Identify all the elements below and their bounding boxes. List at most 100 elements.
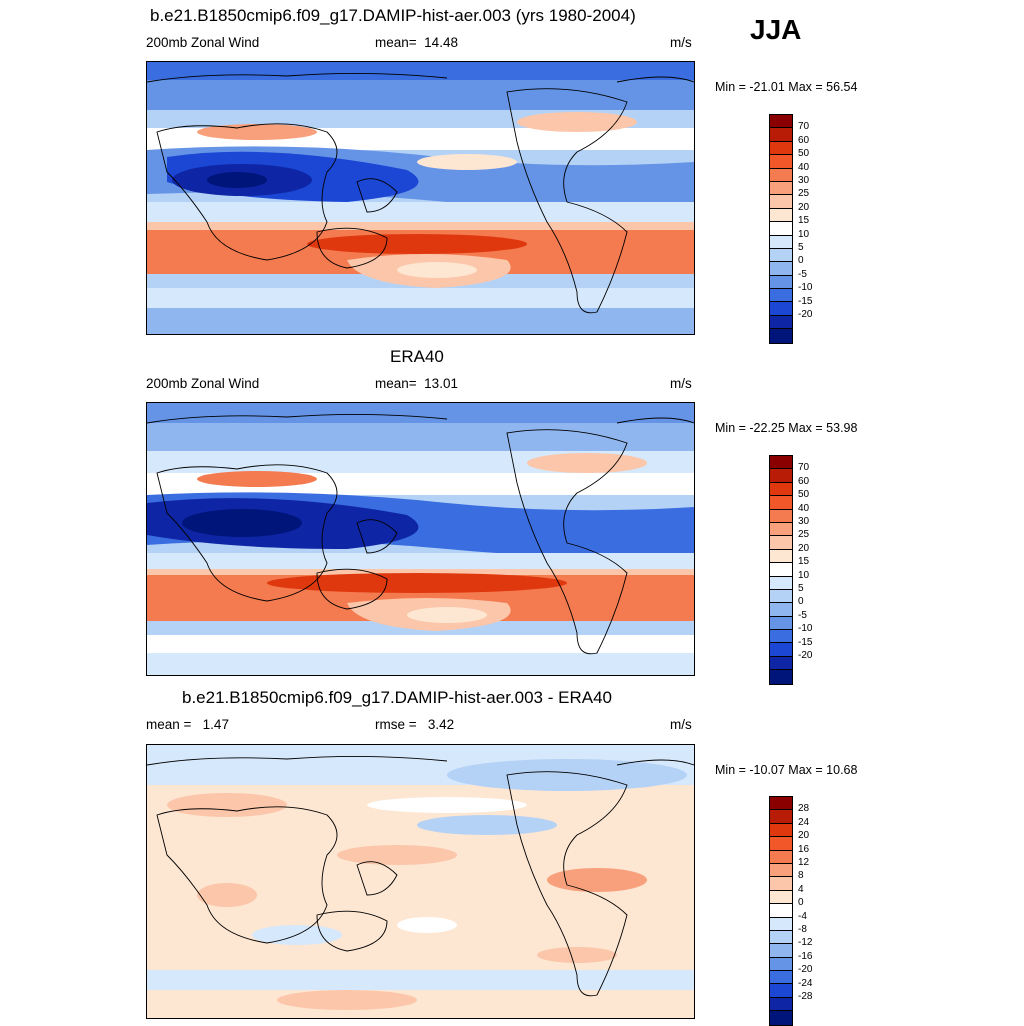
colorbar-tick-label: -28 (798, 991, 813, 1002)
panel3-rmse-value: 3.42 (427, 717, 455, 732)
colorbar-tick-label: -24 (798, 977, 813, 989)
colorbar-tick-label: 30 (798, 175, 810, 186)
colorbar-tick-label: 0 (798, 897, 804, 909)
colorbar-tick-label: 5 (798, 242, 804, 253)
colorbar-swatch (770, 496, 792, 510)
colorbar-tick-label: -4 (798, 910, 807, 922)
colorbar-swatch (770, 630, 792, 644)
colorbar-swatch (770, 957, 792, 972)
colorbar-swatch (770, 155, 792, 169)
panel3-rmse: rmse = 3.42 (375, 717, 454, 732)
colorbar-tick-label: -16 (798, 950, 813, 962)
panel1-map (146, 61, 695, 335)
colorbar-tick-label: 15 (798, 556, 810, 568)
colorbar-tick-label: 50 (798, 489, 810, 501)
colorbar-tick-label: 28 (798, 803, 810, 815)
colorbar-swatch (770, 890, 792, 905)
colorbar-tick-label: -10 (798, 623, 813, 635)
panel3-mean: mean = 1.47 (146, 717, 229, 732)
colorbar-swatch (770, 141, 792, 156)
colorbar-swatch (770, 797, 792, 811)
colorbar-swatch (770, 563, 792, 577)
colorbar-swatch (770, 248, 792, 263)
panel1-mean-label: mean= (375, 35, 417, 50)
colorbar-swatch (770, 823, 792, 838)
colorbar-swatch (770, 810, 792, 824)
colorbar-tick-label: -5 (798, 609, 807, 621)
colorbar-swatch (770, 168, 792, 182)
colorbar-swatch (770, 208, 792, 223)
colorbar-tick-label: 25 (798, 529, 810, 541)
colorbar-swatch (770, 997, 792, 1012)
colorbar-tick-label: 12 (798, 857, 810, 868)
panel1-mean-value: 14.48 (424, 35, 458, 50)
colorbar-swatch (770, 944, 792, 958)
colorbar-tick-label: 50 (798, 148, 810, 160)
panel2-map (146, 402, 695, 676)
colorbar-swatch (770, 549, 792, 564)
colorbar-swatch (770, 115, 792, 129)
colorbar-swatch (770, 917, 792, 931)
colorbar-tick-label: 16 (798, 843, 810, 855)
panel2-minmax: Min = -22.25 Max = 53.98 (715, 421, 858, 435)
season-label: JJA (750, 14, 802, 45)
colorbar-tick-label: 10 (798, 228, 810, 240)
colorbar-tick-label: 30 (798, 516, 810, 527)
colorbar-swatch (770, 850, 792, 864)
colorbar-swatch (770, 222, 792, 236)
colorbar-swatch (770, 302, 792, 316)
panel2-units: m/s (670, 376, 692, 391)
colorbar-swatch (770, 536, 792, 550)
panel1-minmax: Min = -21.01 Max = 56.54 (715, 80, 858, 94)
colorbar-swatch (770, 329, 792, 343)
colorbar-tick-label: 8 (798, 870, 804, 882)
colorbar-tick-label: 0 (798, 255, 804, 267)
panel3-title: b.e21.B1850cmip6.f09_g17.DAMIP-hist-aer.… (182, 688, 612, 707)
colorbar-swatch (770, 904, 792, 918)
colorbar-tick-label: 20 (798, 830, 810, 842)
colorbar-tick-label: 15 (798, 215, 810, 227)
panel1-title: b.e21.B1850cmip6.f09_g17.DAMIP-hist-aer.… (150, 6, 636, 25)
panel2-mean-label: mean= (375, 376, 417, 391)
colorbar-swatch (770, 456, 792, 470)
colorbar-swatch (770, 469, 792, 483)
colorbar-tick-label: -20 (798, 964, 813, 976)
colorbar-swatch (770, 576, 792, 590)
colorbar-swatch (770, 930, 792, 945)
panel3-map (146, 744, 695, 1019)
colorbar-tick-label: 25 (798, 188, 810, 200)
colorbar-tick-label: -5 (798, 268, 807, 280)
colorbar-tick-label: 40 (798, 161, 810, 173)
colorbar-tick-label: 5 (798, 583, 804, 594)
colorbar-swatch (770, 837, 792, 851)
colorbar-tick-label: 70 (798, 462, 810, 474)
colorbar-swatch (770, 509, 792, 523)
panel2-mean-value: 13.01 (424, 376, 458, 391)
colorbar-swatch (770, 195, 792, 209)
colorbar-swatch (770, 262, 792, 276)
colorbar-tick-label: 60 (798, 134, 810, 146)
colorbar-swatch (770, 670, 792, 684)
colorbar-swatch (770, 128, 792, 142)
colorbar-swatch (770, 877, 792, 891)
panel1-mean: mean= 14.48 (375, 35, 458, 50)
colorbar-tick-label: -12 (798, 937, 813, 949)
colorbar-tick-label: 40 (798, 502, 810, 514)
colorbar-tick-label: 60 (798, 475, 810, 487)
panel3-minmax: Min = -10.07 Max = 10.68 (715, 763, 858, 777)
colorbar-swatch (770, 275, 792, 290)
panel1-units: m/s (670, 35, 692, 50)
colorbar-tick-label: -15 (798, 636, 813, 648)
colorbar-tick-label: 10 (798, 569, 810, 581)
colorbar-tick-label: -10 (798, 282, 813, 294)
panel3-units: m/s (670, 717, 692, 732)
panel2-mean: mean= 13.01 (375, 376, 458, 391)
colorbar-tick-label: 70 (798, 121, 810, 133)
colorbar-swatch (770, 482, 792, 497)
panel3-rmse-label: rmse = (375, 717, 417, 732)
colorbar-tick-label: -20 (798, 650, 813, 661)
colorbar-swatch (770, 315, 792, 330)
panel3-mean-value: 1.47 (202, 717, 229, 732)
colorbar-swatch (770, 656, 792, 671)
colorbar-tick-label: -15 (798, 295, 813, 307)
